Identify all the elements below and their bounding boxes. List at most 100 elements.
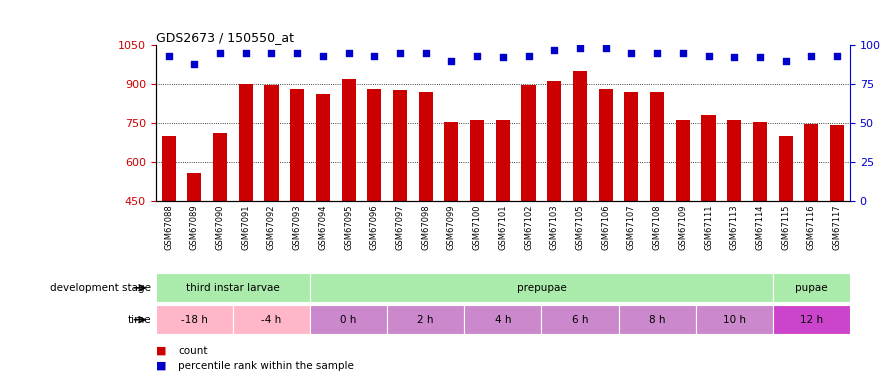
Point <box>264 50 279 56</box>
Text: GSM67114: GSM67114 <box>756 204 765 250</box>
Bar <box>162 136 175 201</box>
Bar <box>805 124 819 201</box>
Bar <box>599 89 613 201</box>
Bar <box>696 305 773 334</box>
Text: prepupae: prepupae <box>516 283 566 293</box>
Text: GSM67093: GSM67093 <box>293 204 302 250</box>
Text: time: time <box>127 315 151 325</box>
Point <box>624 50 638 56</box>
Bar <box>290 89 304 201</box>
Text: GSM67105: GSM67105 <box>576 204 585 250</box>
Text: GSM67096: GSM67096 <box>369 204 379 250</box>
Point <box>187 61 201 67</box>
Bar <box>701 115 716 201</box>
Bar <box>541 305 619 334</box>
Bar <box>779 136 793 201</box>
Text: pupae: pupae <box>795 283 828 293</box>
Point <box>676 50 690 56</box>
Point <box>701 53 716 59</box>
Text: percentile rank within the sample: percentile rank within the sample <box>178 361 354 370</box>
Point <box>213 50 227 56</box>
Text: GSM67099: GSM67099 <box>447 204 456 250</box>
Point <box>290 50 304 56</box>
Bar <box>470 120 484 201</box>
Text: ■: ■ <box>156 361 166 370</box>
Text: GSM67117: GSM67117 <box>832 204 842 250</box>
Text: -18 h: -18 h <box>181 315 207 325</box>
Text: GSM67094: GSM67094 <box>319 204 328 250</box>
Text: GSM67090: GSM67090 <box>215 204 224 250</box>
Text: GSM67106: GSM67106 <box>601 204 611 250</box>
Bar <box>830 125 845 201</box>
Text: ■: ■ <box>156 346 166 355</box>
Bar <box>316 94 330 201</box>
Bar <box>387 305 465 334</box>
Bar <box>465 305 541 334</box>
Text: GSM67091: GSM67091 <box>241 204 250 250</box>
Text: GSM67098: GSM67098 <box>421 204 430 250</box>
Text: development stage: development stage <box>51 283 151 293</box>
Point <box>830 53 845 59</box>
Text: GSM67092: GSM67092 <box>267 204 276 250</box>
Point <box>444 58 458 64</box>
Point <box>316 53 330 59</box>
Text: -4 h: -4 h <box>262 315 281 325</box>
Point <box>342 50 356 56</box>
Text: GSM67113: GSM67113 <box>730 204 739 250</box>
Text: GSM67116: GSM67116 <box>807 204 816 250</box>
Bar <box>573 71 587 201</box>
Text: GDS2673 / 150550_at: GDS2673 / 150550_at <box>156 31 294 44</box>
Text: GSM67111: GSM67111 <box>704 204 713 250</box>
Text: GSM67115: GSM67115 <box>781 204 790 250</box>
Bar <box>264 85 279 201</box>
Point <box>547 46 562 53</box>
Bar <box>213 133 227 201</box>
Bar <box>342 79 356 201</box>
Bar <box>444 122 458 201</box>
Text: GSM67107: GSM67107 <box>627 204 636 250</box>
Text: GSM67088: GSM67088 <box>164 204 174 250</box>
Text: GSM67101: GSM67101 <box>498 204 507 250</box>
Text: 2 h: 2 h <box>417 315 434 325</box>
Text: GSM67089: GSM67089 <box>190 204 198 250</box>
Point <box>368 53 382 59</box>
Text: 4 h: 4 h <box>495 315 511 325</box>
Bar <box>727 120 741 201</box>
Bar <box>753 122 767 201</box>
Bar <box>619 305 696 334</box>
Bar <box>650 92 664 201</box>
Text: GSM67097: GSM67097 <box>395 204 405 250</box>
Bar <box>310 273 773 302</box>
Text: 12 h: 12 h <box>800 315 823 325</box>
Text: 0 h: 0 h <box>340 315 357 325</box>
Bar <box>156 305 233 334</box>
Text: 8 h: 8 h <box>649 315 666 325</box>
Text: count: count <box>178 346 207 355</box>
Point <box>573 45 587 51</box>
Bar <box>496 120 510 201</box>
Text: GSM67100: GSM67100 <box>473 204 481 250</box>
Text: third instar larvae: third instar larvae <box>186 283 279 293</box>
Point <box>779 58 793 64</box>
Bar <box>418 92 433 201</box>
Text: GSM67095: GSM67095 <box>344 204 353 250</box>
Bar <box>233 305 310 334</box>
Bar <box>522 85 536 201</box>
Bar <box>676 120 690 201</box>
Point <box>239 50 253 56</box>
Point <box>727 54 741 60</box>
Point <box>161 53 175 59</box>
Bar <box>187 173 201 201</box>
Point <box>650 50 664 56</box>
Bar <box>625 92 638 201</box>
Text: GSM67109: GSM67109 <box>678 204 687 250</box>
Bar <box>156 273 310 302</box>
Text: GSM67102: GSM67102 <box>524 204 533 250</box>
Point <box>470 53 484 59</box>
Text: 6 h: 6 h <box>571 315 588 325</box>
Point <box>753 54 767 60</box>
Bar <box>773 305 850 334</box>
Text: GSM67103: GSM67103 <box>550 204 559 250</box>
Bar <box>773 273 850 302</box>
Text: GSM67108: GSM67108 <box>652 204 661 250</box>
